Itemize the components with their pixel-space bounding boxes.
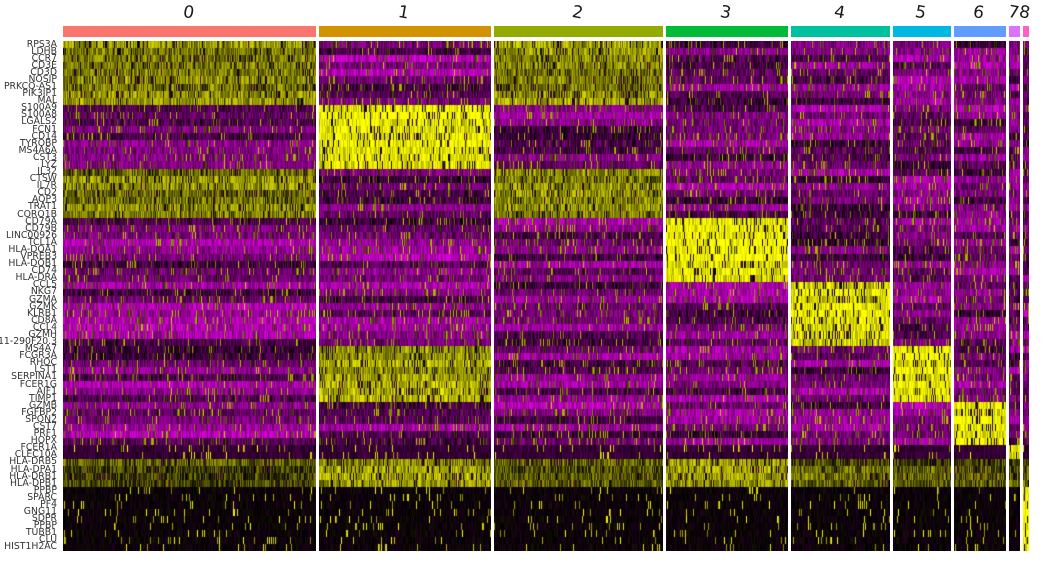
- gene-label: KLRB1: [26, 307, 57, 319]
- gene-label: CLU: [38, 534, 57, 546]
- gene-label: GZMB: [29, 399, 57, 411]
- gene-label: CORO1B: [17, 208, 57, 220]
- cluster-label-5: 5: [913, 2, 928, 24]
- gene-label: SPARC: [27, 491, 57, 503]
- gene-label: TIMP1: [29, 392, 57, 404]
- gene-label: AQP3: [31, 194, 57, 206]
- gene-label: CD14: [31, 130, 57, 142]
- gene-label: HLA-DRB5: [9, 456, 57, 468]
- gene-label: CD8A: [31, 314, 57, 326]
- gene-label: TUBB1: [25, 527, 57, 539]
- gene-label: LDHB: [31, 45, 57, 57]
- gene-label: FCER1A: [20, 442, 57, 454]
- gene-label: LYZ: [41, 158, 57, 170]
- gene-label: RHOC: [29, 357, 57, 369]
- cluster-bar-5: [893, 26, 951, 37]
- gene-label: NKG7: [30, 286, 57, 298]
- gene-label: CD79A: [25, 215, 57, 227]
- cluster-label-6: 6: [971, 2, 986, 24]
- gene-label: CD79B: [25, 222, 57, 234]
- gene-label: GZMK: [29, 300, 57, 312]
- gene-label: CD3D: [30, 66, 57, 78]
- gene-label: PF4: [40, 498, 57, 510]
- gene-label: GZMA: [29, 293, 57, 305]
- cluster-bar-1: [319, 26, 491, 37]
- heatmap-panel-1: [319, 41, 491, 551]
- gene-label: HLA-DRB1: [9, 470, 57, 482]
- gene-label: LINC00926: [6, 229, 57, 241]
- heatmap-panel-0: [63, 41, 316, 551]
- gene-label: SDPR: [31, 513, 57, 525]
- gene-label: TCL1A: [27, 236, 57, 248]
- gene-label: S100A9: [21, 102, 57, 114]
- gene-label: SPON2: [25, 413, 57, 425]
- gene-label: PRF1: [33, 428, 57, 440]
- heatmap-panel-2: [494, 41, 663, 551]
- gene-label: PPBP: [33, 484, 57, 496]
- gene-label: IL7R: [36, 180, 57, 192]
- gene-label: FGFBP2: [21, 406, 57, 418]
- gene-label: S100A8: [21, 109, 57, 121]
- gene-label: FCER1G: [19, 378, 57, 390]
- gene-label: PPBP: [33, 520, 57, 532]
- cluster-label-0: 0: [181, 2, 196, 24]
- gene-label: PRKCQ-AS1: [3, 81, 57, 93]
- gene-label: NOSIP: [28, 73, 57, 85]
- gene-label: TYROBP: [19, 137, 57, 149]
- heatmap-panel-3: [666, 41, 788, 551]
- heatmap-panel-8: [1023, 41, 1029, 551]
- gene-label: SERPINA1: [11, 371, 57, 383]
- gene-label: HLA-DQA1: [8, 243, 57, 255]
- gene-label: CTSW: [29, 173, 57, 185]
- gene-label: AIF1: [36, 385, 57, 397]
- heatmap-panel-4: [791, 41, 890, 551]
- heatmap-panel-6: [954, 41, 1006, 551]
- gene-label: IL32: [37, 166, 57, 178]
- cluster-bar-3: [666, 26, 788, 37]
- gene-label: CCL5: [32, 279, 57, 291]
- gene-label: HLA-DRA: [15, 272, 58, 284]
- cluster-label-3: 3: [718, 2, 733, 24]
- gene-label: CD3E: [31, 59, 57, 71]
- gene-label: GNG11: [23, 506, 57, 518]
- gene-label: HLA-DQB1: [8, 258, 57, 270]
- gene-label: CLEC10A: [14, 449, 57, 461]
- heatmap-panel-5: [893, 41, 951, 551]
- gene-label: LST1: [34, 364, 57, 376]
- cluster-label-8: 8: [1017, 2, 1032, 24]
- gene-label: CST7: [33, 421, 57, 433]
- gene-label: HOPX: [30, 435, 57, 447]
- gene-label: HLA-DPA1: [10, 463, 57, 475]
- gene-label: RPS3A: [26, 38, 57, 50]
- gene-label: CD74: [31, 265, 57, 277]
- cluster-bar-0: [63, 26, 316, 37]
- cluster-bar-2: [494, 26, 663, 37]
- cluster-bar-4: [791, 26, 890, 37]
- cluster-label-2: 2: [570, 2, 585, 24]
- gene-label: CD2: [37, 187, 57, 199]
- gene-label: HLA-DPB1: [10, 477, 57, 489]
- gene-label: RP11-290F20.3: [0, 336, 57, 348]
- gene-label: CCL4: [32, 321, 57, 333]
- gene-label: HIST1H2AC: [4, 541, 57, 553]
- gene-label: LGALS2: [21, 116, 57, 128]
- gene-label: VPREB3: [20, 251, 57, 263]
- cluster-bar-7: [1009, 26, 1020, 37]
- cluster-bar-8: [1023, 26, 1029, 37]
- gene-label: CCR7: [31, 52, 57, 64]
- cluster-bar-6: [954, 26, 1006, 37]
- gene-label: GZMH: [28, 328, 57, 340]
- gene-label: MS4A7: [24, 343, 57, 355]
- gene-label: CST3: [33, 151, 57, 163]
- cluster-label-4: 4: [832, 2, 847, 24]
- gene-label: TRAT1: [28, 201, 57, 213]
- cluster-label-1: 1: [396, 2, 411, 24]
- gene-label: MAL: [37, 95, 57, 107]
- gene-label: FCGR3A: [19, 350, 57, 362]
- gene-label: FCN1: [32, 123, 57, 135]
- gene-label: MS4A6A: [18, 144, 57, 156]
- heatmap-panel-7: [1009, 41, 1020, 551]
- gene-label: PIK3IP1: [22, 88, 57, 100]
